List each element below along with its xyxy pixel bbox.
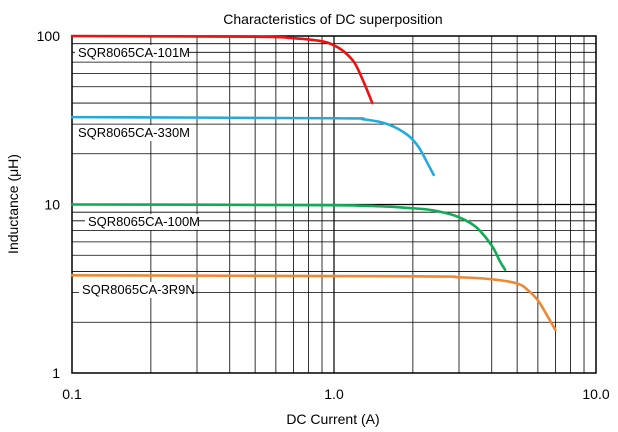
series-label-sqr8065ca-330m: SQR8065CA-330M <box>78 125 190 140</box>
grid <box>72 36 596 373</box>
series-labels: SQR8065CA-101M SQR8065CA-330M SQR8065CA-10… <box>75 45 200 298</box>
series-label-bg <box>75 125 188 141</box>
series-label-sqr8065ca-101m: SQR8065CA-101M <box>78 45 190 60</box>
x-axis-label: DC Current (A) <box>286 411 379 427</box>
series-line-sqr8065ca-3r9n <box>70 274 557 332</box>
y-tick-label: 10 <box>44 197 60 213</box>
series-line-sqr8065ca-100m <box>70 203 507 272</box>
series-label-sqr8065ca-100m: SQR8065CA-100M <box>88 214 200 229</box>
chart-title: Characteristics of DC superposition <box>223 11 442 27</box>
x-tick-label: 1.0 <box>324 386 344 402</box>
x-tick-label: 0.1 <box>62 386 82 402</box>
series-lines <box>70 34 557 332</box>
series-label-bg <box>85 214 198 230</box>
y-tick-label: 1 <box>52 365 60 381</box>
series-line-sqr8065ca-330m <box>70 115 435 177</box>
series-label-sqr8065ca-3r9n: SQR8065CA-3R9N <box>82 282 195 297</box>
series-label-bg <box>79 282 192 298</box>
series-line-sqr8065ca-101m <box>70 34 374 105</box>
y-tick-labels: 1 10 100 <box>37 28 61 381</box>
y-tick-label: 100 <box>37 28 61 44</box>
y-axis-label: Inductance (μH) <box>5 154 21 254</box>
x-tick-labels: 0.1 1.0 10.0 <box>62 386 610 402</box>
series-label-bg <box>75 45 188 61</box>
x-tick-label: 10.0 <box>582 386 609 402</box>
